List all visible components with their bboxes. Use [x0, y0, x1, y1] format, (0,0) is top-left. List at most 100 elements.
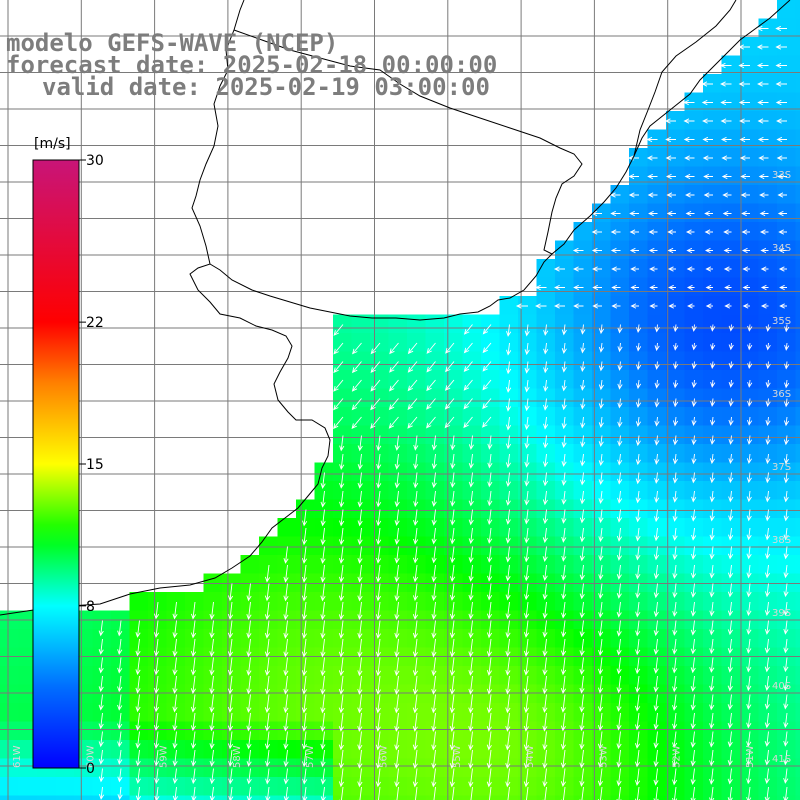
wind-cell [462, 629, 482, 649]
wind-arrow [444, 398, 455, 410]
wind-arrow [153, 601, 160, 620]
wind-cell [370, 351, 390, 371]
wind-cell [370, 314, 390, 334]
wind-cell [536, 721, 556, 741]
wind-arrow [153, 657, 160, 676]
wind-arrow [746, 620, 752, 635]
wind-arrow [172, 768, 178, 785]
wind-cell [666, 462, 686, 482]
wind-cell [277, 777, 297, 797]
wind-arrow [579, 657, 585, 675]
wind-cell [703, 536, 723, 556]
wind-arrow [598, 324, 605, 335]
wind-cell [277, 592, 297, 612]
wind-cell [592, 740, 612, 760]
wind-cell [203, 629, 223, 649]
wind-arrow [357, 786, 362, 800]
wind-arrow [709, 546, 715, 560]
wind-cell [721, 758, 741, 778]
wind-arrow [209, 731, 215, 750]
wind-arrow [543, 416, 549, 430]
wind-arrow [635, 472, 641, 485]
wind-arrow [728, 453, 734, 465]
wind-arrow [449, 694, 455, 714]
wind-cell [795, 740, 800, 760]
wind-cell [444, 370, 464, 390]
wind-arrow [394, 583, 400, 602]
wind-arrow [431, 527, 437, 545]
wind-cell [425, 536, 445, 556]
wind-vectors [98, 25, 790, 800]
wind-arrow [756, 62, 769, 69]
wind-arrow [738, 99, 750, 106]
wind-cell [740, 592, 760, 612]
wind-arrow [783, 453, 789, 465]
wind-cell [592, 444, 612, 464]
wind-arrow [264, 601, 270, 621]
wind-cell [777, 462, 797, 482]
wind-arrow [756, 25, 769, 32]
latitude-label: 40S [772, 681, 791, 692]
wind-arrow [450, 509, 456, 526]
wind-cell [647, 555, 667, 575]
wind-arrow [597, 657, 604, 675]
wind-arrow [702, 118, 713, 124]
wind-cell [407, 314, 427, 334]
wind-arrow [573, 266, 584, 272]
wind-arrow [709, 416, 716, 426]
wind-arrow [747, 398, 753, 407]
wind-cell [536, 444, 556, 464]
wind-arrow [357, 657, 363, 677]
wind-cell [259, 740, 279, 760]
wind-cell [703, 388, 723, 408]
wind-cell [518, 351, 538, 371]
wind-arrow [370, 379, 381, 392]
wind-cell [499, 518, 519, 538]
wind-cell [758, 518, 778, 538]
wind-arrow [135, 768, 141, 784]
wind-cell [740, 703, 760, 723]
wind-arrow [524, 398, 530, 412]
wind-arrow [523, 749, 529, 769]
wind-cell [777, 592, 797, 612]
wind-arrow [617, 453, 623, 466]
wind-arrow [98, 768, 104, 783]
wind-cell [407, 777, 427, 797]
wind-cell [647, 740, 667, 760]
title-valid-date: valid date: 2025-02-19 03:00:00 [42, 73, 490, 101]
wind-arrow [757, 118, 769, 124]
wind-cell [499, 333, 519, 353]
wind-cell [185, 721, 205, 741]
wind-cell [314, 647, 334, 667]
wind-arrow [487, 786, 492, 800]
wind-arrow [746, 601, 752, 617]
wind-arrow [738, 81, 750, 87]
wind-arrow [412, 657, 418, 677]
wind-cell [795, 296, 800, 316]
wind-arrow [691, 398, 697, 408]
wind-cell [536, 333, 556, 353]
wind-arrow [426, 361, 436, 373]
wind-arrow [228, 786, 234, 800]
wind-cell [92, 703, 112, 723]
wind-arrow [665, 155, 676, 161]
wind-cell [370, 370, 390, 390]
wind-cell [795, 499, 800, 519]
wind-cell [666, 684, 686, 704]
wind-arrow [560, 749, 566, 769]
wind-arrow [579, 786, 585, 800]
wind-arrow [598, 379, 604, 391]
wind-cell [407, 740, 427, 760]
wind-arrow [431, 453, 437, 470]
wind-cell [573, 777, 593, 797]
wind-arrow [765, 546, 771, 560]
wind-arrow [209, 657, 215, 676]
wind-cell [758, 666, 778, 686]
wind-cell [444, 407, 464, 427]
wind-cell [425, 758, 445, 778]
wind-cell [610, 351, 630, 371]
wind-arrow [690, 749, 696, 767]
wind-arrow [190, 694, 196, 713]
wind-cell [351, 740, 371, 760]
wind-cell [425, 647, 445, 667]
